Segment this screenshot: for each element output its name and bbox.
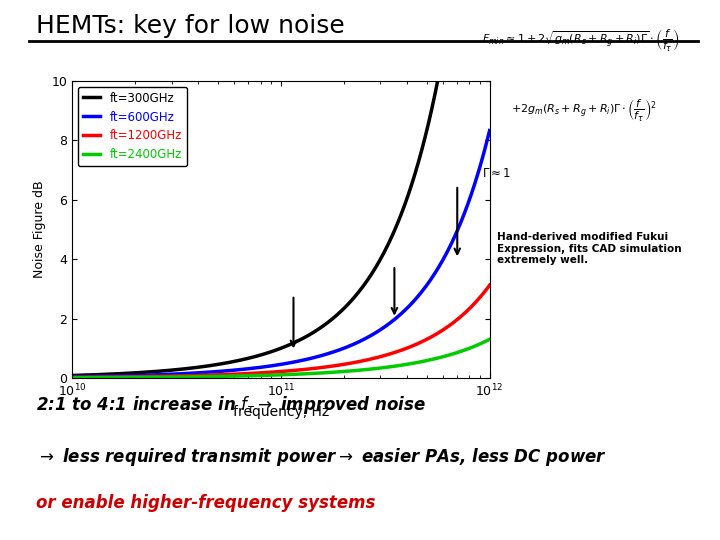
Line: ft=600GHz: ft=600GHz: [72, 131, 490, 377]
ft=2400GHz: [475, 341, 484, 347]
ft=600GHz: [485, 127, 494, 134]
Line: ft=2400GHz: ft=2400GHz: [72, 339, 490, 377]
ft=300GHz: [269, 348, 277, 354]
ft=600GHz: [68, 374, 76, 380]
ft=2400GHz: [68, 374, 76, 381]
ft=1200GHz: [266, 369, 274, 375]
Y-axis label: Noise Figure dB: Noise Figure dB: [32, 181, 45, 278]
ft=300GHz: [68, 372, 76, 379]
Text: $+ 2g_m(R_s + R_g + R_i)\Gamma \cdot \left(\dfrac{f}{f_\tau}\right)^2$: $+ 2g_m(R_s + R_g + R_i)\Gamma \cdot \le…: [511, 97, 657, 123]
ft=2400GHz: [316, 370, 325, 376]
Text: Hand-derived modified Fukui
Expression, fits CAD simulation
extremely well.: Hand-derived modified Fukui Expression, …: [497, 232, 681, 265]
ft=1200GHz: [485, 282, 494, 288]
ft=600GHz: [410, 298, 418, 304]
ft=600GHz: [266, 363, 274, 369]
ft=2400GHz: [269, 372, 277, 379]
ft=600GHz: [269, 362, 277, 369]
ft=300GHz: [294, 338, 302, 344]
Line: ft=1200GHz: ft=1200GHz: [72, 285, 490, 377]
ft=1200GHz: [68, 374, 76, 381]
ft=300GHz: [316, 325, 325, 331]
Legend: ft=300GHz, ft=600GHz, ft=1200GHz, ft=2400GHz: ft=300GHz, ft=600GHz, ft=1200GHz, ft=240…: [78, 87, 187, 166]
ft=300GHz: [266, 349, 274, 355]
Text: $F_{min} \approx 1 + 2\sqrt{g_m(R_s + R_g + R_i)\Gamma} \cdot \left(\dfrac{f}{f_: $F_{min} \approx 1 + 2\sqrt{g_m(R_s + R_…: [482, 27, 680, 53]
ft=1200GHz: [475, 295, 484, 301]
ft=1200GHz: [269, 369, 277, 375]
Text: HEMTs: key for low noise: HEMTs: key for low noise: [36, 14, 345, 37]
ft=1200GHz: [410, 342, 418, 348]
Text: $\rightarrow$ less required transmit power$\rightarrow$ easier PAs, less DC powe: $\rightarrow$ less required transmit pow…: [36, 446, 607, 468]
ft=300GHz: [410, 173, 418, 179]
ft=1200GHz: [316, 364, 325, 371]
Text: or enable higher-frequency systems: or enable higher-frequency systems: [36, 494, 375, 512]
ft=600GHz: [316, 353, 325, 359]
ft=1200GHz: [294, 367, 302, 373]
ft=2400GHz: [294, 371, 302, 377]
Text: 2:1 to 4:1 increase in $f_{\tau}\rightarrow$ improved noise: 2:1 to 4:1 increase in $f_{\tau}\rightar…: [36, 394, 426, 416]
Line: ft=300GHz: ft=300GHz: [72, 0, 490, 375]
Text: $\Gamma \approx 1$: $\Gamma \approx 1$: [482, 167, 512, 180]
ft=600GHz: [475, 165, 484, 171]
X-axis label: frequency, Hz: frequency, Hz: [233, 405, 329, 419]
ft=2400GHz: [410, 360, 418, 366]
ft=2400GHz: [266, 372, 274, 379]
ft=600GHz: [294, 358, 302, 365]
ft=2400GHz: [485, 336, 494, 342]
